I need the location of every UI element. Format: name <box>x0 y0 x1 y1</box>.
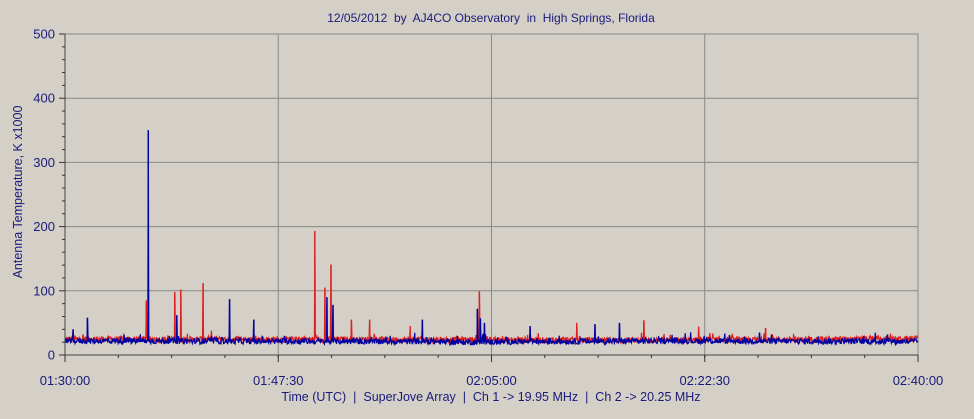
x-tick-label: 02:22:30 <box>679 373 730 388</box>
y-tick-label: 300 <box>33 155 55 170</box>
x-tick-label: 02:05:00 <box>466 373 517 388</box>
y-tick-label: 100 <box>33 283 55 298</box>
y-tick-label: 200 <box>33 219 55 234</box>
y-tick-label: 0 <box>48 348 55 363</box>
y-tick-label: 500 <box>33 27 55 42</box>
x-tick-label: 01:47:30 <box>253 373 304 388</box>
y-tick-label: 400 <box>33 91 55 106</box>
x-tick-label: 01:30:00 <box>40 373 91 388</box>
series-line-ch1 <box>64 130 919 347</box>
chart-title: 12/05/2012 by AJ4CO Observatory in High … <box>327 11 655 25</box>
x-axis-label: Time (UTC) | SuperJove Array | Ch 1 -> 1… <box>281 390 700 404</box>
y-axis-label: Antenna Temperature, K x1000 <box>11 106 25 279</box>
x-tick-label: 02:40:00 <box>893 373 944 388</box>
